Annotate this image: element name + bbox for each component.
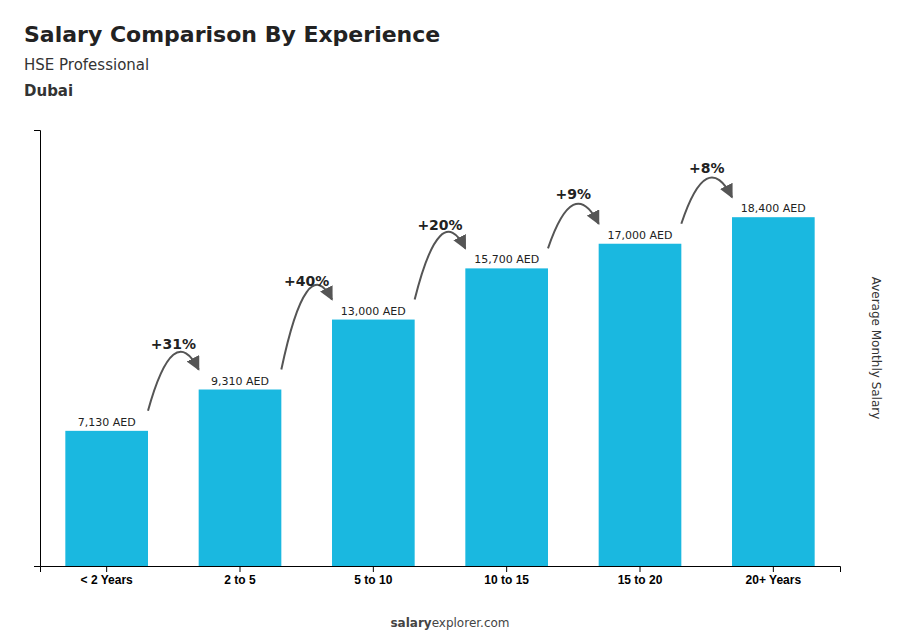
bar: [65, 431, 148, 566]
x-tick: 2 to 5: [224, 566, 256, 587]
x-tick: 10 to 15: [484, 566, 529, 587]
growth-label: +20%: [417, 217, 462, 233]
x-tick-label: 10 to 15: [484, 573, 529, 587]
growth-label: +9%: [556, 186, 592, 202]
chart: Salary Comparison By Experience HSE Profe…: [0, 0, 900, 641]
x-tick: 5 to 10: [354, 566, 392, 587]
y-axis: [34, 131, 41, 567]
bar: [465, 268, 548, 566]
growth-arrow: [148, 352, 199, 411]
bar: [332, 320, 415, 566]
growth-arrow: [548, 204, 599, 249]
data-label: 18,400 AED: [741, 202, 806, 215]
location: Dubai: [24, 82, 73, 100]
watermark: salaryexplorer.com: [390, 616, 509, 630]
growth-label: +31%: [151, 336, 196, 352]
growth-arrows: +31% +40% +20% +9% +8%: [148, 160, 732, 411]
x-tick-label: < 2 Years: [81, 573, 133, 587]
y-label: Average Monthly Salary: [869, 277, 883, 420]
bar: [732, 217, 815, 566]
data-label: 9,310 AED: [211, 375, 269, 388]
bars: [65, 217, 814, 566]
watermark-part: salary: [390, 616, 431, 630]
x-axis: < 2 Years 2 to 5 5 to 10 10 to 15 15 to 20 20…: [41, 566, 841, 587]
x-axis-line: [41, 567, 841, 573]
x-tick: < 2 Years: [81, 566, 133, 587]
data-label: 7,130 AED: [78, 416, 136, 429]
subtitle: HSE Professional: [24, 56, 149, 74]
growth-label: +40%: [284, 273, 329, 289]
x-tick-mark: [240, 566, 241, 572]
growth-label: +8%: [689, 160, 725, 176]
x-tick-label: 20+ Years: [746, 573, 802, 587]
data-label: 17,000 AED: [608, 229, 673, 242]
data-label: 13,000 AED: [341, 305, 406, 318]
x-tick-mark: [773, 566, 774, 572]
data-labels: 7,130 AED 9,310 AED 13,000 AED 15,700 AED 17…: [78, 202, 806, 429]
growth-arrow: [681, 177, 732, 223]
bar: [199, 390, 282, 566]
growth-arrow: [415, 232, 466, 300]
x-tick-label: 2 to 5: [224, 573, 256, 587]
plot: < 2 Years 2 to 5 5 to 10 10 to 15 15 to 20 20…: [34, 131, 841, 587]
growth-arrow: [281, 285, 332, 370]
title: Salary Comparison By Experience: [24, 22, 440, 47]
x-tick-mark: [106, 566, 107, 572]
y-axis-line: [34, 131, 41, 567]
x-tick-mark: [506, 566, 507, 572]
data-label: 15,700 AED: [474, 253, 539, 266]
x-tick-mark: [640, 566, 641, 572]
x-tick-label: 5 to 10: [354, 573, 392, 587]
x-tick: 15 to 20: [618, 566, 663, 587]
x-tick-label: 15 to 20: [618, 573, 663, 587]
x-tick: 20+ Years: [746, 566, 802, 587]
watermark-part: explorer.com: [432, 616, 510, 630]
x-tick-mark: [373, 566, 374, 572]
bar: [599, 244, 682, 566]
